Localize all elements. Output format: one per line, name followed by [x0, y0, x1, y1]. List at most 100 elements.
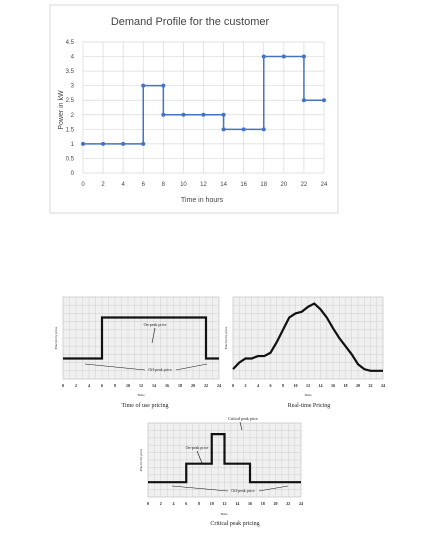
rtp-chart: 0 2 4 6 8 10 12 14 16 18 20 22 24 Time Electricity p… [224, 296, 385, 409]
tou-chart-x-label: Time [137, 393, 145, 397]
cpp-x-tick-label: 10 [210, 501, 214, 506]
cpp-off-peak-pointer-left [171, 485, 229, 492]
demand-x-tick-label: 20 [280, 182, 287, 188]
tou-x-tick-label: 18 [178, 383, 182, 388]
cpp-on-peak-label: On-peak price [186, 445, 209, 450]
cpp-series-line [148, 433, 301, 484]
demand-series-points [81, 54, 326, 146]
demand-x-tick-label: 0 [81, 182, 85, 188]
rtp-x-tick-label: 4 [257, 383, 259, 388]
rtp-x-tick-label: 0 [232, 383, 234, 388]
tou-x-tick-label: 12 [139, 383, 143, 388]
cpp-x-tick-label: 22 [286, 501, 290, 506]
cpp-x-tick-label: 12 [223, 501, 227, 506]
tou-x-tick-label: 4 [88, 383, 90, 388]
rtp-x-tick-label: 12 [306, 383, 310, 388]
demand-data-point [261, 127, 266, 132]
cpp-x-tick-label: 18 [261, 501, 265, 506]
tou-chart: 0 2 4 6 8 10 12 14 16 18 20 22 24 Time Electricity p… [54, 296, 221, 409]
cpp-x-tick-label: 16 [248, 501, 252, 506]
demand-data-point [281, 54, 286, 59]
tou-x-tick-label: 2 [75, 383, 77, 388]
demand-y-tick-label: 3.5 [66, 69, 75, 75]
demand-x-tick-label: 18 [260, 182, 267, 188]
demand-x-tick-label: 12 [200, 182, 207, 188]
rtp-x-tick-label: 16 [331, 383, 335, 388]
demand-chart-frame [49, 4, 339, 214]
demand-series-line [83, 55, 324, 145]
demand-x-tick-label: 22 [301, 182, 308, 188]
tou-x-tick-label: 24 [217, 383, 221, 388]
cpp-chart-x-label: Time [220, 512, 228, 516]
demand-data-point [161, 112, 166, 117]
tou-off-peak-pointer-left [84, 363, 146, 371]
demand-x-tick-label: 2 [101, 182, 105, 188]
demand-data-point [101, 141, 106, 146]
demand-x-tick-label: 24 [321, 182, 328, 188]
demand-y-tick-label: 1.5 [66, 127, 75, 133]
cpp-critical-peak-pointer [239, 421, 243, 431]
cpp-x-tick-label: 14 [235, 501, 239, 506]
demand-data-point [181, 112, 186, 117]
tou-off-peak-pointer-right [175, 363, 208, 371]
demand-x-tick-label: 16 [240, 182, 247, 188]
demand-chart: Demand Profile for the customer 0 0.5 1 1.5… [49, 4, 339, 214]
rtp-chart-y-label: Electricity price [224, 326, 228, 349]
cpp-off-peak-pointer-right [258, 485, 289, 492]
demand-y-tick-label: 2 [71, 113, 75, 119]
tou-x-tick-label: 20 [191, 383, 195, 388]
demand-x-tick-label: 10 [180, 182, 187, 188]
demand-y-tick-label: 3 [71, 84, 75, 90]
rtp-x-tick-label: 2 [245, 383, 247, 388]
demand-y-tick-label: 4.5 [66, 40, 75, 46]
demand-y-tick-label: 0 [71, 171, 75, 177]
demand-data-point [322, 98, 326, 103]
demand-x-tick-label: 14 [220, 182, 227, 188]
demand-x-tick-label: 8 [162, 182, 166, 188]
cpp-x-tick-label: 20 [274, 501, 278, 506]
tou-x-tick-label: 16 [165, 383, 169, 388]
tou-off-peak-label: Off-peak price [148, 367, 172, 372]
demand-chart-x-ticks: 0 2 4 6 8 10 12 14 16 18 20 22 24 [81, 182, 328, 188]
rtp-x-tick-label: 20 [356, 383, 360, 388]
cpp-x-tick-label: 6 [185, 501, 187, 506]
cpp-x-tick-label: 0 [147, 501, 149, 506]
demand-data-point [221, 112, 226, 117]
tou-on-peak-label: On-peak price [144, 322, 167, 327]
rtp-x-tick-label: 18 [344, 383, 348, 388]
cpp-x-tick-label: 2 [160, 501, 162, 506]
tou-x-tick-label: 0 [62, 383, 64, 388]
demand-data-point [201, 112, 206, 117]
cpp-on-peak-pointer [196, 450, 203, 464]
tou-chart-caption: Time of use pricing [122, 402, 169, 409]
rtp-x-tick-label: 14 [319, 383, 323, 388]
cpp-x-tick-label: 24 [299, 501, 303, 506]
demand-y-tick-label: 2.5 [66, 98, 75, 104]
rtp-x-tick-label: 22 [369, 383, 373, 388]
cpp-chart-x-ticks: 0 2 4 6 8 10 12 14 16 18 20 22 24 [147, 501, 303, 506]
demand-y-tick-label: 1 [71, 142, 75, 148]
demand-data-point [81, 141, 85, 146]
rtp-series-line [232, 302, 383, 372]
demand-data-point [241, 127, 246, 132]
demand-x-tick-label: 6 [142, 182, 146, 188]
cpp-chart-caption: Critical peak pricing [210, 521, 259, 527]
cpp-off-peak-label: Off-peak price [231, 488, 255, 493]
rtp-chart-x-ticks: 0 2 4 6 8 10 12 14 16 18 20 22 24 [232, 383, 385, 388]
demand-data-point [221, 127, 226, 132]
cpp-critical-peak-label: Critical peak price [228, 416, 258, 421]
demand-data-point [121, 141, 126, 146]
tou-x-tick-label: 14 [152, 383, 156, 388]
tou-x-tick-label: 22 [204, 383, 208, 388]
tou-chart-y-label: Electricity price [54, 326, 58, 349]
demand-chart-x-label: Time in hours [181, 197, 224, 204]
rtp-x-tick-label: 10 [294, 383, 298, 388]
tou-x-tick-label: 10 [126, 383, 130, 388]
tou-on-peak-pointer [151, 327, 156, 344]
demand-chart-y-ticks: 0 0.5 1 1.5 2 2.5 3 3.5 4 4.5 [66, 40, 75, 177]
rtp-x-tick-label: 24 [381, 383, 385, 388]
cpp-chart-y-label: Electricity price [139, 448, 143, 471]
cpp-x-tick-label: 8 [198, 501, 200, 506]
tou-series-line [63, 316, 219, 360]
